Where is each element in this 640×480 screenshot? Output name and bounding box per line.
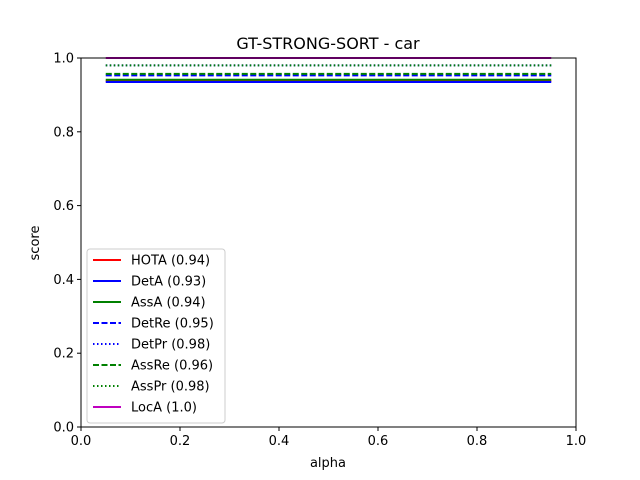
- chart-title: GT-STRONG-SORT - car: [236, 34, 420, 53]
- legend-label-7: LocA (1.0): [131, 401, 197, 416]
- legend-label-4: DetPr (0.98): [131, 338, 210, 353]
- legend: HOTA (0.94) DetA (0.93) AssA (0.94) DetRe (…: [86, 248, 226, 424]
- legend-label-5: AssRe (0.96): [131, 359, 213, 374]
- y-tick-label: 1.0: [53, 52, 74, 67]
- axes: [80, 57, 577, 428]
- x-axis-label: alpha: [310, 456, 346, 471]
- y-tick-label: 0.6: [53, 199, 74, 214]
- x-tick-label: 0.6: [368, 434, 389, 449]
- x-tick-label: 0.4: [269, 434, 290, 449]
- legend-label-0: HOTA (0.94): [131, 254, 210, 269]
- y-tick-label: 0.4: [53, 273, 74, 288]
- legend-label-6: AssPr (0.98): [131, 380, 210, 395]
- y-tick-label: 0.2: [53, 347, 74, 362]
- legend-label-2: AssA (0.94): [131, 296, 206, 311]
- plot-lines: [105, 57, 552, 83]
- legend-box: [86, 248, 226, 424]
- legend-label-1: DetA (0.93): [131, 275, 206, 290]
- x-tick-label: 1.0: [566, 434, 587, 449]
- legend-label-3: DetRe (0.95): [131, 317, 214, 332]
- y-tick-label: 0.0: [53, 421, 74, 436]
- x-tick-label: 0.2: [170, 434, 191, 449]
- y-tick-label: 0.8: [53, 125, 74, 140]
- ticks: 0.0 0.2 0.4 0.6 0.8 1.0 0.0 0.2 0.4 0.6 0.8 1.0: [53, 52, 586, 450]
- y-axis-label: score: [28, 226, 43, 261]
- axes-frame: [80, 57, 577, 428]
- x-tick-label: 0.8: [467, 434, 488, 449]
- x-tick-label: 0.0: [71, 434, 92, 449]
